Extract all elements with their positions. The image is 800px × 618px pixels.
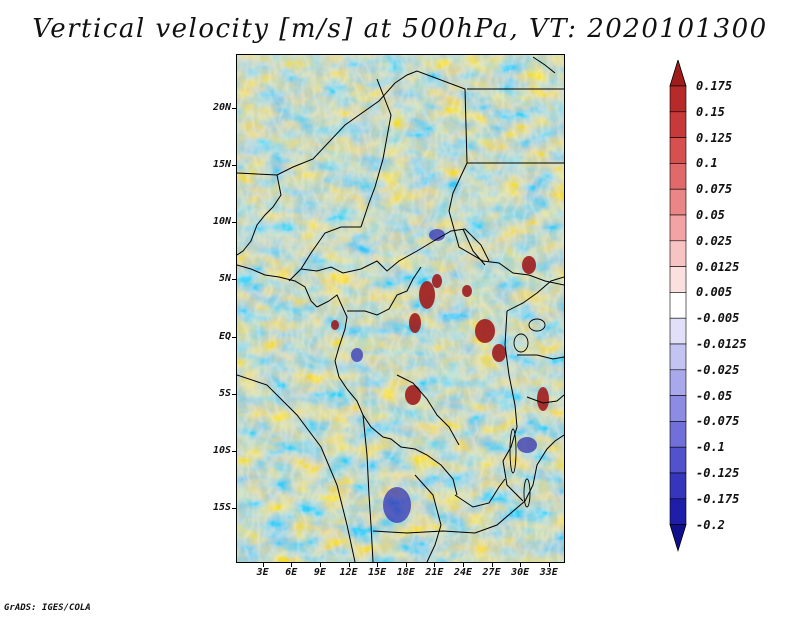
latitude-label: EQ: [218, 330, 231, 342]
latitude-tick: [232, 164, 236, 166]
colorbar-bin: [669, 85, 687, 113]
colorbar-bin: [669, 343, 687, 371]
longitude-label: 12E: [339, 567, 358, 578]
colorbar-label: -0.005: [696, 311, 740, 326]
latitude-tick: [232, 222, 236, 224]
colorbar-label: 0.05: [696, 208, 725, 222]
longitude-label: 18E: [396, 567, 415, 578]
colorbar-bin: [669, 163, 687, 190]
colorbar-min-cap: [669, 524, 687, 552]
longitude-tick: [434, 563, 436, 567]
colorbar-label: -0.0125: [696, 337, 747, 351]
colorbar-bin: [669, 266, 687, 293]
vertical-velocity-field: [237, 55, 564, 562]
convective-cells: [331, 256, 549, 411]
colorbar-label: 0.005: [696, 285, 733, 300]
colorbar: [669, 60, 687, 552]
latitude-label: 15N: [212, 158, 231, 170]
colorbar-max-cap: [669, 60, 687, 87]
latitude-label: 10N: [212, 216, 231, 228]
longitude-label: 30E: [511, 567, 530, 578]
colorbar-label: 0.15: [696, 104, 725, 119]
longitude-label: 27E: [482, 567, 501, 578]
colorbar-label: 0.025: [696, 233, 733, 248]
colorbar-bin: [669, 421, 687, 448]
colorbar-label: -0.125: [696, 466, 740, 480]
colorbar-bin: [669, 395, 687, 422]
longitude-tick: [548, 563, 550, 567]
longitude-label: 24E: [453, 567, 472, 578]
latitude-label: 10S: [212, 444, 231, 456]
colorbar-bin: [669, 240, 687, 267]
longitude-tick: [291, 563, 293, 567]
country-boundaries: [237, 56, 564, 562]
colorbar-bin: [669, 369, 687, 396]
latitude-tick: [232, 508, 236, 510]
longitude-tick: [262, 563, 264, 567]
longitude-tick: [491, 563, 493, 567]
latitude-tick: [232, 450, 236, 452]
colorbar-label: 0.075: [696, 182, 733, 197]
colorbar-label: 0.175: [696, 79, 733, 93]
latitude-tick: [232, 279, 236, 281]
latitude-label: 5S: [218, 387, 231, 399]
latitude-tick: [232, 336, 236, 338]
colorbar-label: -0.175: [696, 491, 740, 506]
colorbar-bin: [669, 137, 687, 164]
colorbar-label: 0.125: [696, 130, 733, 145]
longitude-tick: [405, 563, 407, 567]
colorbar-label: -0.075: [696, 414, 740, 429]
colorbar-bin: [669, 317, 687, 345]
longitude-tick: [377, 563, 379, 567]
latitude-tick: [232, 393, 236, 395]
longitude-label: 15E: [368, 567, 387, 578]
colorbar-label: -0.2: [696, 517, 725, 532]
latitude-tick: [232, 107, 236, 109]
chart-title: Vertical velocity [m/s] at 500hPa, VT: 2…: [32, 14, 768, 44]
colorbar-bin: [669, 111, 687, 138]
longitude-tick: [319, 563, 321, 567]
colorbar-bin: [669, 188, 687, 216]
colorbar-label: -0.025: [696, 362, 740, 377]
colorbar-bin: [669, 292, 687, 319]
colorbar-bin: [669, 472, 687, 500]
longitude-label: 3E: [256, 567, 269, 578]
lakes: [509, 318, 546, 508]
longitude-label: 21E: [425, 567, 444, 578]
colorbar-label: -0.05: [696, 388, 733, 403]
grads-credit: GrADS: IGES/COLA: [4, 603, 91, 613]
colorbar-bin: [669, 446, 687, 474]
longitude-tick: [348, 563, 350, 567]
latitude-label: 20N: [212, 101, 231, 113]
latitude-label: 15S: [212, 502, 231, 514]
longitude-tick: [462, 563, 464, 567]
colorbar-label: 0.0125: [696, 259, 740, 274]
map-panel: [236, 54, 565, 563]
colorbar-bin: [669, 214, 687, 242]
latitude-label: 5N: [218, 273, 231, 285]
colorbar-bin: [669, 498, 687, 525]
strong-subsidence: [351, 229, 537, 523]
longitude-tick: [520, 563, 522, 567]
colorbar-label: 0.1: [696, 156, 718, 171]
longitude-label: 33E: [539, 567, 558, 578]
colorbar-label: -0.1: [696, 440, 725, 455]
longitude-label: 6E: [285, 567, 298, 578]
longitude-label: 9E: [313, 567, 326, 578]
